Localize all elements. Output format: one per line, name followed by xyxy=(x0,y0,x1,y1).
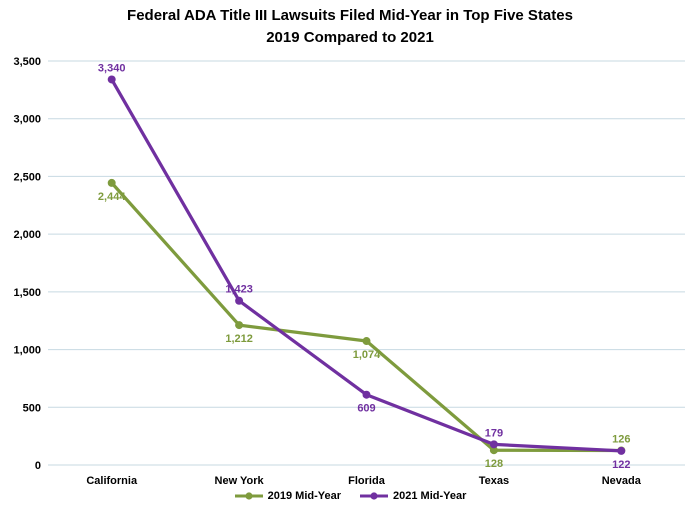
x-axis-category-label: Texas xyxy=(479,475,509,487)
legend-item-2019-mid-year: 2019 Mid-Year xyxy=(234,490,341,502)
data-point-label: 1,423 xyxy=(225,284,253,296)
y-axis-tick-label: 2,000 xyxy=(13,229,41,241)
data-point-label: 2,444 xyxy=(98,191,126,203)
data-point-marker xyxy=(489,440,498,449)
x-axis-category-label: Nevada xyxy=(602,475,642,487)
data-point-marker xyxy=(107,75,116,84)
data-point-label: 3,340 xyxy=(98,62,126,74)
legend-label-2019: 2019 Mid-Year xyxy=(267,490,341,502)
data-point-marker xyxy=(235,296,244,305)
legend-line-marker-2021-icon xyxy=(359,491,389,501)
y-axis-tick-label: 1,000 xyxy=(13,345,41,357)
legend-line-marker-2019-icon xyxy=(234,491,264,501)
data-point-marker xyxy=(362,390,371,399)
y-axis-tick-label: 2,500 xyxy=(13,171,41,183)
y-axis-tick-label: 500 xyxy=(23,402,41,414)
data-point-marker xyxy=(362,337,371,346)
data-point-label: 1,074 xyxy=(353,349,381,361)
chart-title-line1: Federal ADA Title III Lawsuits Filed Mid… xyxy=(127,7,573,24)
legend-label-2021: 2021 Mid-Year xyxy=(393,490,467,502)
data-point-label: 179 xyxy=(485,427,503,439)
data-point-marker xyxy=(489,446,498,455)
legend-item-2021-mid-year: 2021 Mid-Year xyxy=(359,490,466,502)
x-axis-category-label: New York xyxy=(215,475,265,487)
y-axis-tick-label: 3,000 xyxy=(13,114,41,126)
y-axis-tick-label: 1,500 xyxy=(13,287,41,299)
y-axis-tick-label: 3,500 xyxy=(13,56,41,68)
data-point-label: 128 xyxy=(485,458,503,470)
legend: 2019 Mid-Year 2021 Mid-Year xyxy=(0,490,700,502)
data-point-marker xyxy=(107,178,116,187)
data-point-label: 122 xyxy=(612,459,630,471)
chart-title: Federal ADA Title III Lawsuits Filed Mid… xyxy=(0,5,700,49)
chart-title-line2: 2019 Compared to 2021 xyxy=(266,29,434,46)
data-point-label: 1,212 xyxy=(225,333,253,345)
data-point-label: 126 xyxy=(612,433,630,445)
data-point-marker xyxy=(235,321,244,330)
x-axis-category-label: California xyxy=(86,475,138,487)
data-point-marker xyxy=(617,446,626,455)
data-point-label: 609 xyxy=(357,403,375,415)
y-axis-tick-label: 0 xyxy=(35,460,41,472)
x-axis-category-label: Florida xyxy=(348,475,386,487)
